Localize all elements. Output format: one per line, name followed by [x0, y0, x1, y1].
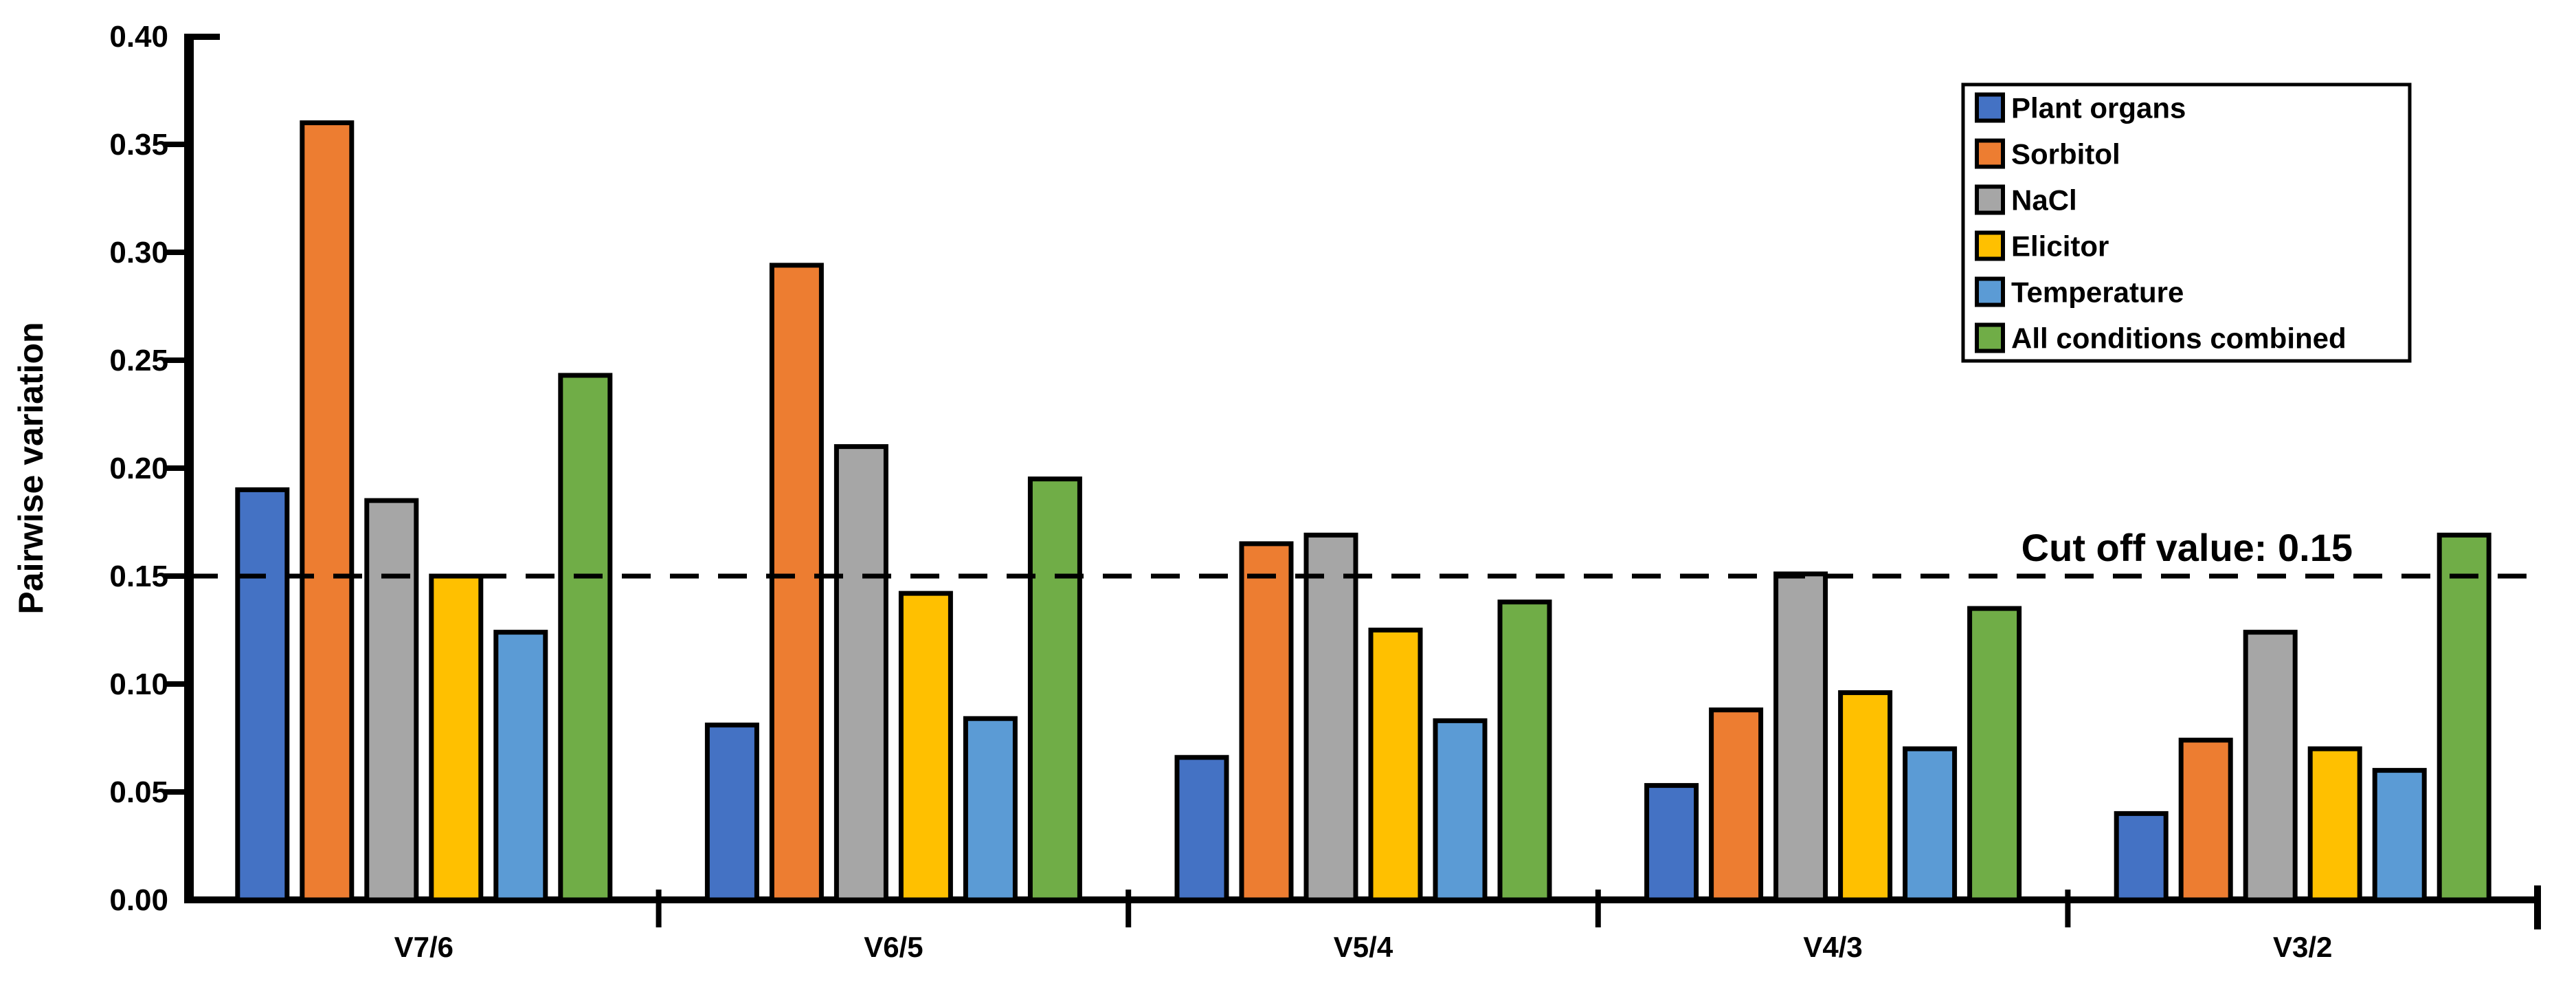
x-boundary-tick — [2065, 890, 2071, 927]
legend-box — [1961, 82, 2412, 363]
bar-temperature — [963, 716, 1018, 903]
bar-elicitor — [1368, 628, 1423, 903]
x-boundary-tick — [1595, 890, 1601, 927]
y-tick-label: 0.35 — [109, 128, 168, 162]
bar-all-conditions-combined — [1027, 476, 1082, 903]
bar-all-conditions-combined — [558, 373, 613, 903]
bar-sorbitol — [769, 263, 824, 903]
legend-swatch-all-conditions-combined — [1975, 322, 2005, 353]
x-category-label: V5/4 — [1334, 931, 1393, 963]
bar-plant-organs — [235, 487, 290, 903]
y-tick — [164, 250, 189, 255]
y-axis-line — [184, 34, 194, 903]
legend-label: Temperature — [2011, 276, 2184, 309]
bar-nacl — [1303, 532, 1358, 903]
x-category-label: V4/3 — [1803, 931, 1862, 963]
legend: Plant organs Sorbitol NaCl Elicitor Temperat… — [1961, 82, 2412, 363]
x-boundary-tick — [656, 890, 662, 927]
bar-elicitor — [1838, 690, 1893, 903]
y-axis-title: Pairwise variation — [12, 322, 50, 614]
y-tick — [164, 681, 189, 687]
x-end-tick — [2534, 885, 2541, 929]
legend-swatch-elicitor — [1975, 230, 2005, 261]
y-tick-label: 0.05 — [109, 775, 168, 809]
bar-sorbitol — [1239, 541, 1294, 903]
legend-swatch-sorbitol — [1975, 138, 2005, 169]
bars-layer — [235, 120, 2491, 903]
y-tick-label: 0.10 — [109, 668, 168, 701]
legend-label: Elicitor — [2011, 230, 2109, 263]
legend-label: Sorbitol — [2011, 138, 2120, 170]
y-tick — [164, 357, 189, 363]
bar-plant-organs — [1644, 783, 1699, 903]
y-tick — [164, 142, 189, 147]
bar-temperature — [1433, 718, 1488, 903]
legend-swatch-nacl — [1975, 184, 2005, 215]
bar-nacl — [833, 444, 888, 903]
bar-sorbitol — [1709, 707, 1764, 903]
bar-plant-organs — [1174, 755, 1229, 903]
bar-all-conditions-combined — [1497, 599, 1552, 903]
legend-label: All conditions combined — [2011, 322, 2347, 355]
bar-nacl — [2243, 630, 2298, 903]
bar-all-conditions-combined — [2437, 532, 2491, 903]
x-category-label: V3/2 — [2273, 931, 2332, 963]
x-category-label: V7/6 — [394, 931, 453, 963]
bar-elicitor — [898, 591, 953, 903]
x-category-label: V6/5 — [864, 931, 923, 963]
y-tick — [164, 789, 189, 795]
y-tick-label: 0.30 — [109, 236, 168, 269]
y-tick-label: 0.00 — [109, 883, 168, 917]
legend-label: Plant organs — [2011, 92, 2186, 124]
y-tick-label: 0.15 — [109, 560, 168, 593]
bar-elicitor — [429, 573, 484, 903]
bar-elicitor — [2307, 746, 2362, 903]
x-axis-line — [184, 896, 2541, 903]
y-tick-top — [189, 34, 220, 40]
bar-sorbitol — [300, 120, 355, 903]
y-tick — [164, 465, 189, 471]
legend-label: NaCl — [2011, 184, 2077, 217]
legend-swatch-plant-organs — [1975, 92, 2005, 123]
bar-temperature — [1903, 746, 1958, 903]
bar-plant-organs — [704, 723, 759, 903]
y-tick-label: 0.20 — [109, 452, 168, 485]
bar-temperature — [493, 630, 548, 903]
cutoff-value-label: Cut off value: 0.15 — [2021, 526, 2353, 569]
y-tick — [164, 573, 189, 579]
bar-sorbitol — [2178, 738, 2233, 903]
bar-nacl — [1773, 571, 1828, 903]
bar-nacl — [364, 498, 419, 903]
legend-swatch-temperature — [1975, 276, 2005, 307]
y-tick-label: 0.40 — [109, 20, 168, 54]
axes-layer: 0.00 0.05 0.10 0.15 0.20 0.25 0.30 0.35 0.40 V7/6… — [109, 20, 2541, 963]
bar-temperature — [2372, 768, 2427, 903]
y-tick-label: 0.25 — [109, 344, 168, 377]
bar-all-conditions-combined — [1967, 606, 2022, 903]
x-boundary-tick — [1125, 890, 1132, 927]
bar-plant-organs — [2114, 811, 2169, 903]
